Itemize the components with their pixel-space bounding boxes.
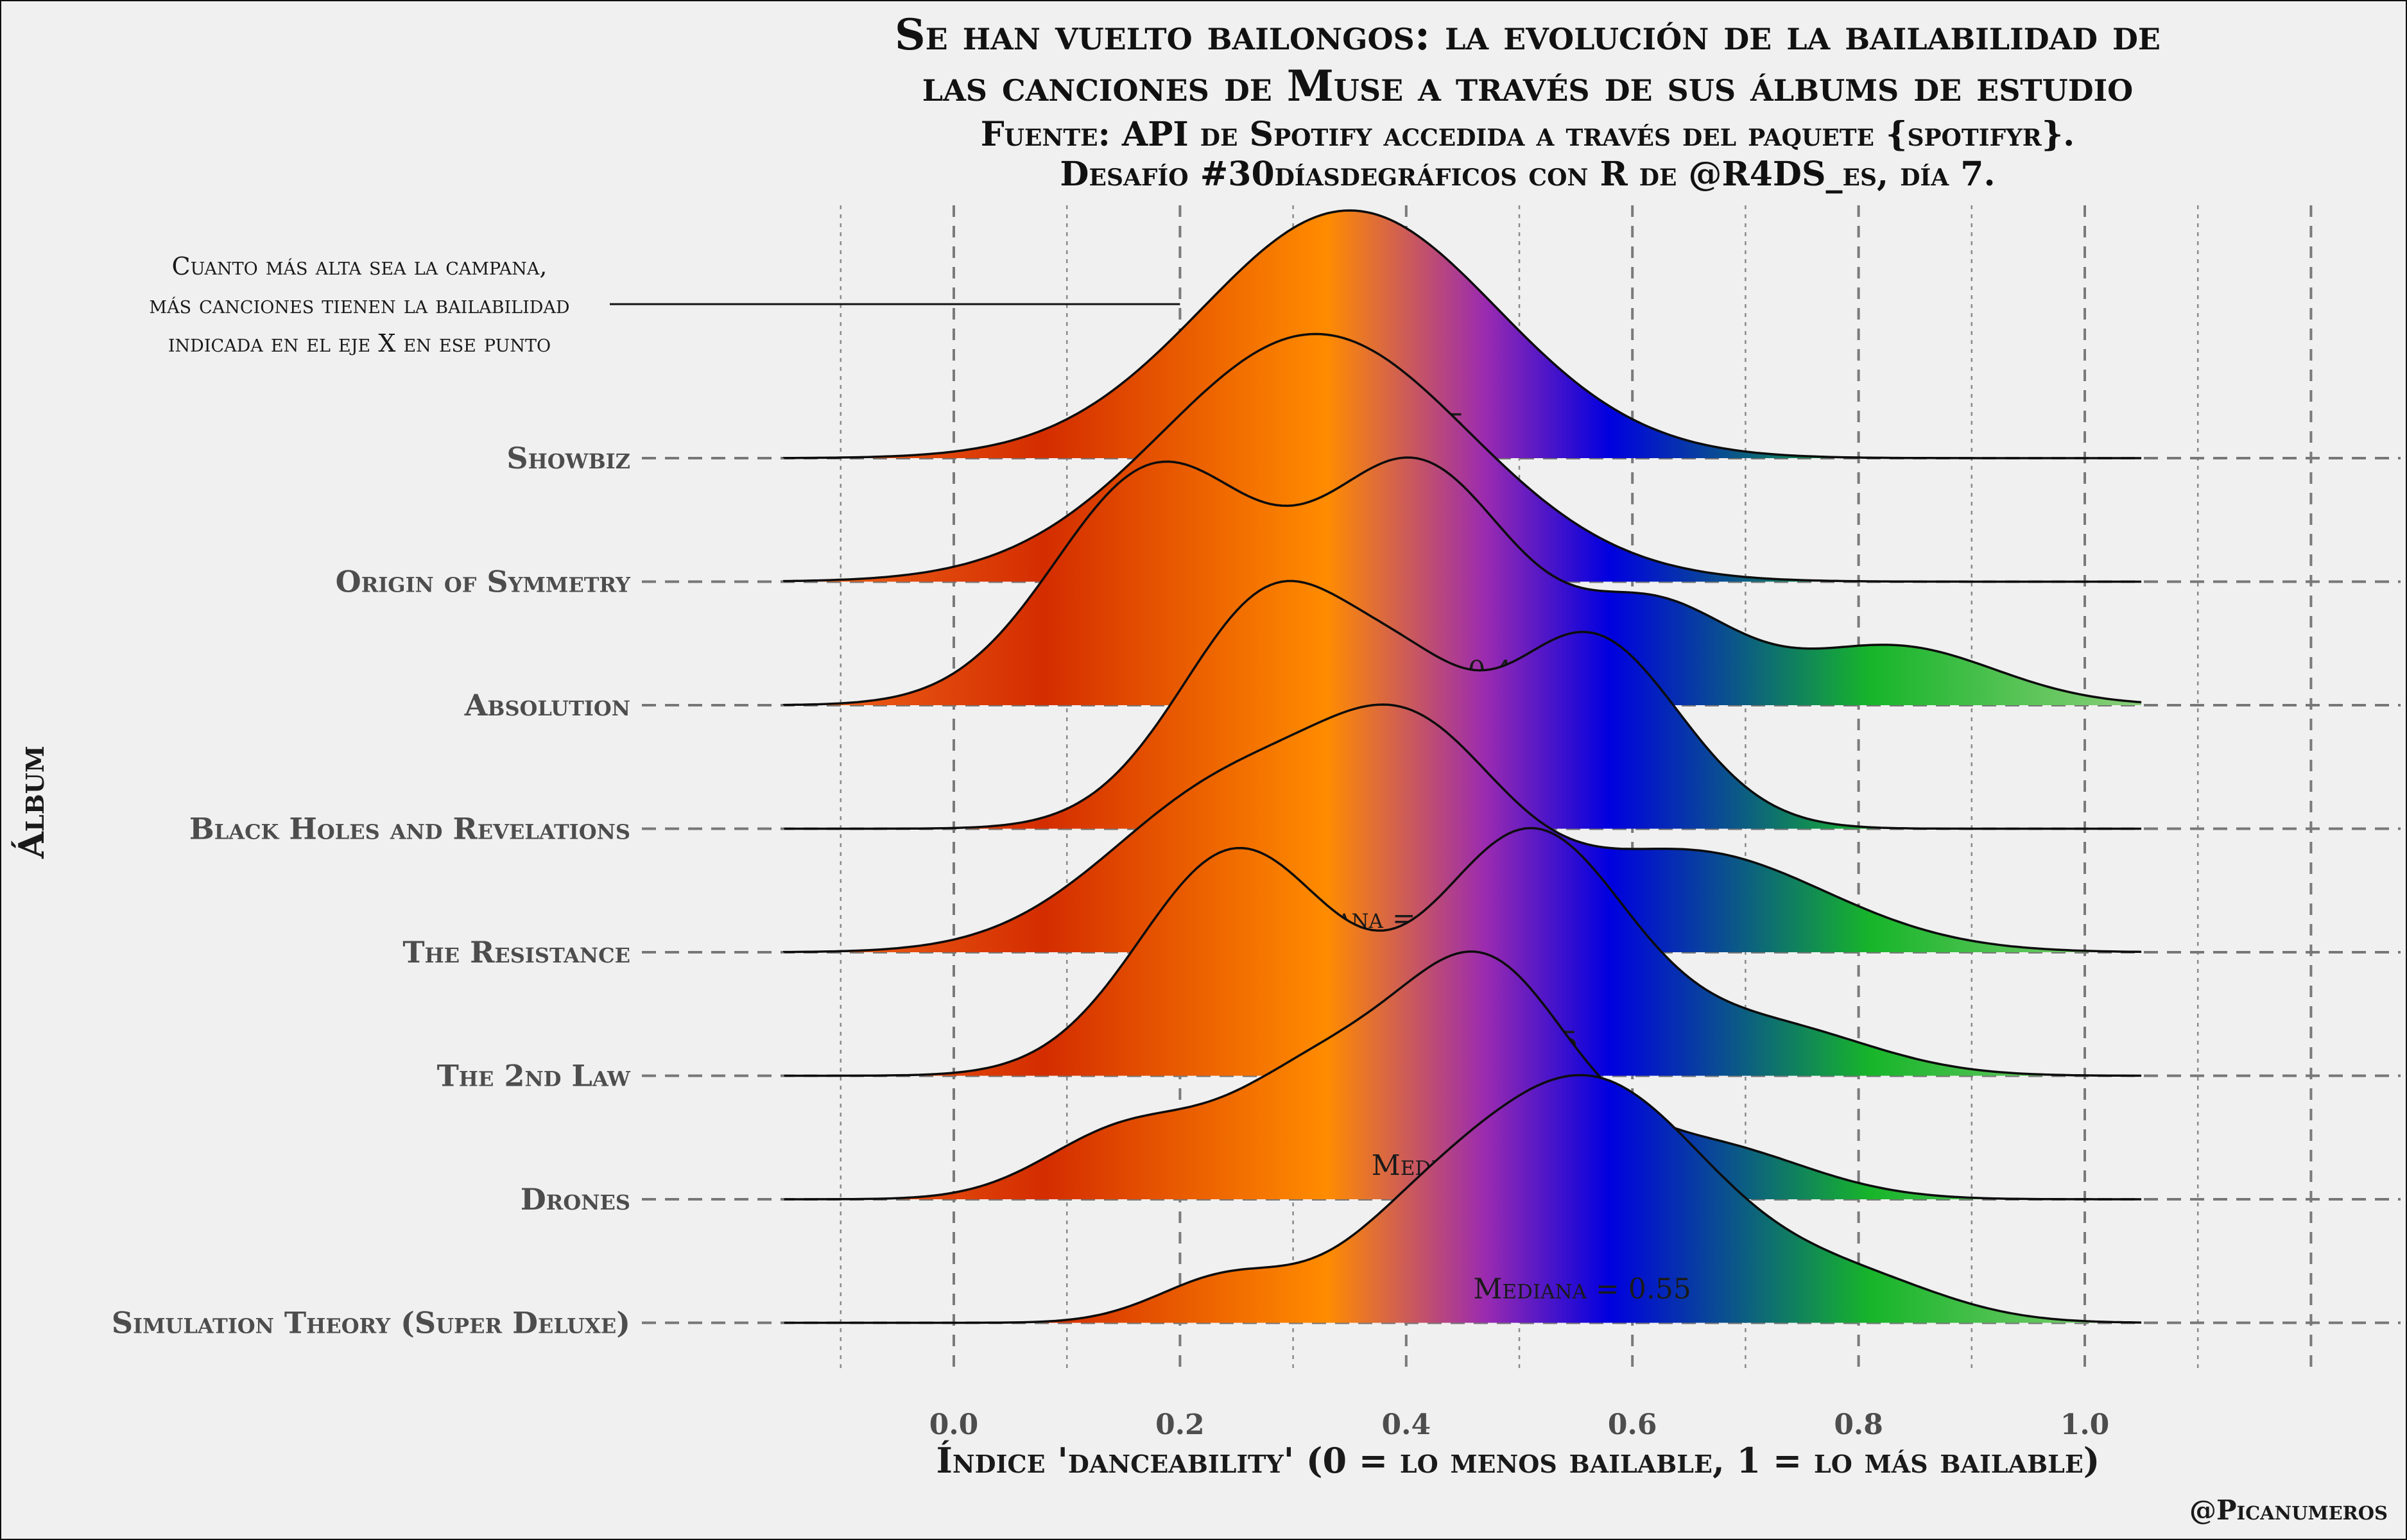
ridges: Mediana = 0.35Mediana = 0.32Mediana = 0.…	[782, 209, 2142, 1324]
x-tick-label: 0.8	[1834, 1408, 1883, 1441]
chart-subtitle-line1: Fuente: API de Spotify accedida a través…	[980, 115, 2075, 154]
ridge-fill	[784, 1075, 2142, 1323]
album-label: The 2nd Law	[437, 1059, 631, 1093]
ridge-outline	[782, 703, 2142, 954]
x-tick-labels: 0.0 0.2 0.4 0.6 0.8 1.0	[929, 1408, 2110, 1441]
annotation: Cuanto más alta sea la campana, más canc…	[149, 252, 1180, 357]
y-axis-title: Álbum	[11, 746, 52, 859]
annotation-line-3: indicada en el eje X en ese punto	[168, 329, 551, 357]
ridge-outline	[784, 579, 2142, 830]
x-tick-label: 0.6	[1608, 1408, 1657, 1441]
annotation-line-1: Cuanto más alta sea la campana,	[172, 252, 548, 280]
x-tick-label: 0.2	[1155, 1408, 1205, 1441]
album-label: Origin of Symmetry	[336, 565, 632, 599]
chart-subtitle-line2: Desafío #30díasdegráficos con R de @R4DS…	[1060, 155, 1996, 194]
ridge-fill	[784, 458, 2142, 705]
ridge-outline	[784, 1074, 2142, 1324]
album-label: The Resistance	[402, 935, 630, 970]
ridge-outline	[784, 826, 2142, 1077]
ridge-outline	[782, 332, 2142, 583]
album-label: Black Holes and Revelations	[189, 812, 630, 846]
ridge-outline	[784, 950, 2142, 1201]
album-labels: Showbiz Origin of Symmetry Absolution Black…	[112, 441, 631, 1340]
ridge-outline	[782, 456, 2142, 706]
album-label: Showbiz	[506, 441, 630, 475]
x-tick-label: 0.4	[1382, 1408, 1431, 1441]
chart-title-line2: las canciones de Muse a través de sus ál…	[922, 61, 2134, 111]
x-tick-label: 1.0	[2060, 1408, 2110, 1441]
x-tick-label: 0.0	[929, 1408, 979, 1441]
x-axis-title: Índice 'danceability' (0 = lo menos bail…	[936, 1440, 2100, 1481]
album-label: Drones	[521, 1182, 630, 1217]
album-label: Simulation Theory (Super Deluxe)	[112, 1306, 630, 1340]
median-label: Mediana = 0.55	[1473, 1273, 1691, 1306]
ridge-fill	[784, 952, 2142, 1199]
caption: @Picanumeros	[2189, 1494, 2388, 1526]
ridge-outline	[782, 209, 2142, 459]
ridge-fill	[784, 210, 2142, 458]
annotation-line-2: más canciones tienen la bailabilidad	[149, 291, 569, 319]
album-label: Absolution	[464, 688, 630, 723]
ridge-fill	[784, 705, 2142, 952]
chart-title-line1: Se han vuelto bailongos: la evolución de…	[895, 10, 2161, 60]
